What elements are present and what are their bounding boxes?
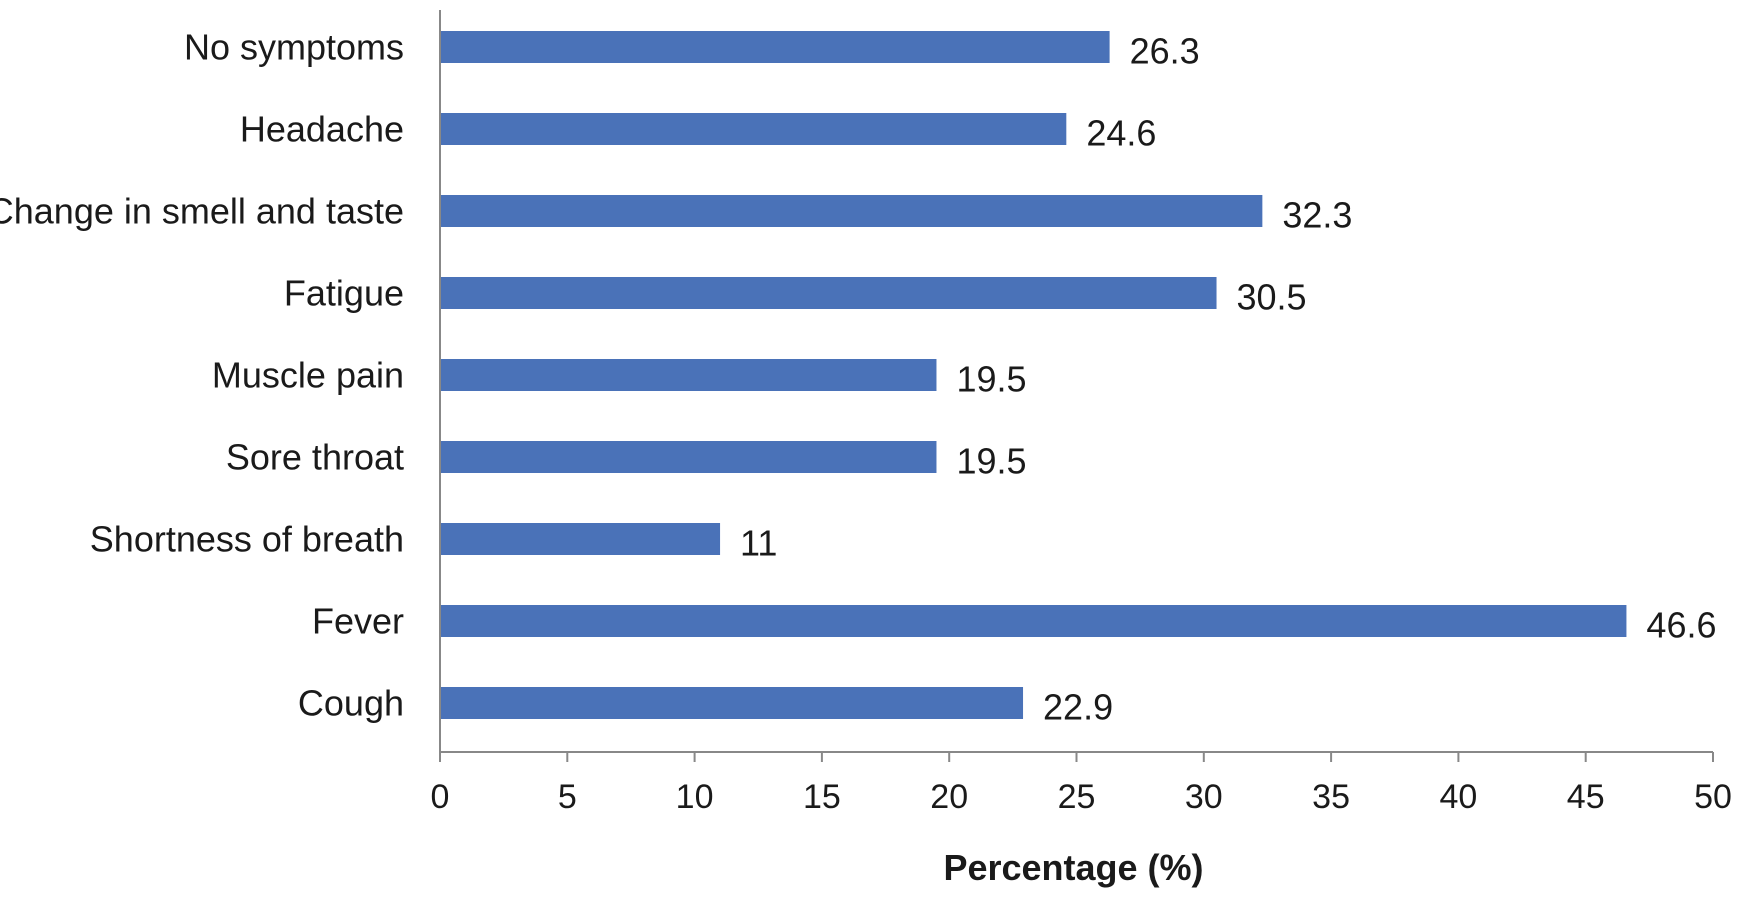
bar-7 [440, 605, 1627, 637]
bars-layer [440, 31, 1627, 719]
value-label: 19.5 [956, 441, 1026, 482]
x-tick-label: 50 [1694, 778, 1732, 816]
value-label: 32.3 [1282, 195, 1352, 236]
x-tick-label: 40 [1439, 778, 1477, 816]
category-label: Cough [298, 683, 404, 724]
bar-6 [440, 523, 721, 555]
x-tick-label: 0 [431, 778, 450, 816]
value-label: 26.3 [1130, 31, 1200, 72]
value-label: 24.6 [1086, 113, 1156, 154]
x-tick-label: 25 [1058, 778, 1096, 816]
category-label: Sore throat [226, 437, 404, 478]
x-axis-ticks: 0 5 10 15 20 25 30 35 40 45 50 [431, 752, 1732, 816]
bar-8 [440, 687, 1024, 719]
x-tick-label: 20 [930, 778, 968, 816]
x-tick-label: 15 [803, 778, 841, 816]
bar-4 [440, 359, 937, 391]
value-label: 30.5 [1237, 277, 1307, 318]
category-labels: No symptoms Headache Change in smell and t… [0, 27, 404, 724]
value-label: 22.9 [1043, 687, 1113, 728]
category-label: Fatigue [284, 273, 404, 314]
x-tick-label: 10 [676, 778, 714, 816]
bar-2 [440, 195, 1263, 227]
value-label: 19.5 [956, 359, 1026, 400]
bar-3 [440, 277, 1217, 309]
x-tick-label: 45 [1567, 778, 1605, 816]
bar-0 [440, 31, 1110, 63]
category-label: Headache [240, 109, 404, 150]
category-label: No symptoms [184, 27, 404, 68]
x-tick-label: 5 [558, 778, 577, 816]
x-tick-label: 30 [1185, 778, 1223, 816]
bar-5 [440, 441, 937, 473]
x-tick-label: 35 [1312, 778, 1350, 816]
category-label: Fever [312, 601, 404, 642]
x-axis-title: Percentage (%) [943, 847, 1203, 888]
value-label: 46.6 [1646, 605, 1716, 646]
category-label: Muscle pain [212, 355, 404, 396]
bar-1 [440, 113, 1067, 145]
category-label: Change in smell and taste [0, 191, 404, 232]
category-label: Shortness of breath [90, 519, 404, 560]
value-labels: 26.3 24.6 32.3 30.5 19.5 19.5 11 46.6 22.9 [740, 31, 1716, 728]
value-label: 11 [740, 523, 777, 564]
